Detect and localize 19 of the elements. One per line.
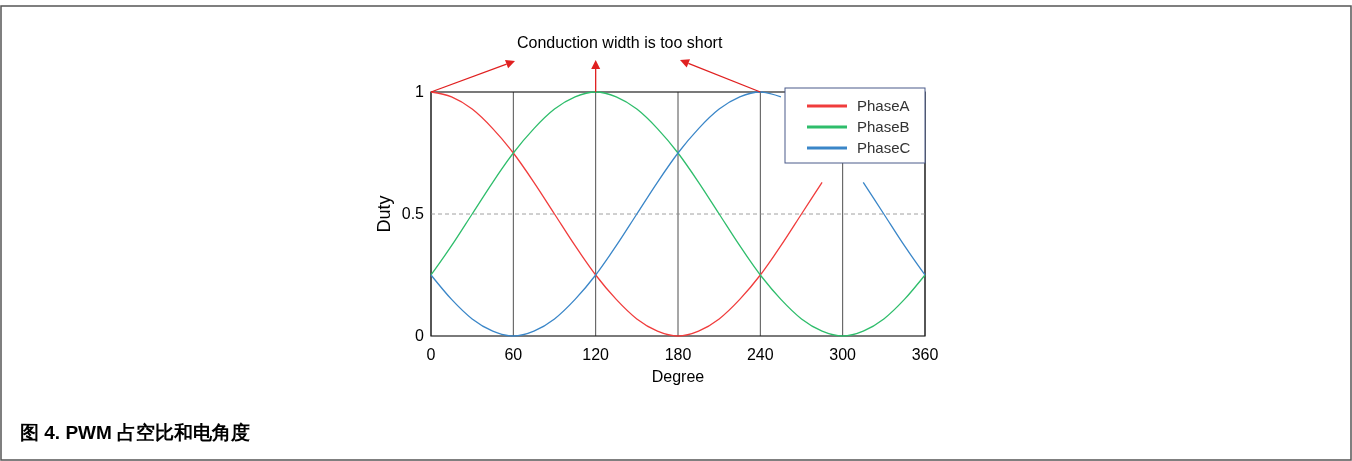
line-series [430, 91, 823, 337]
y-tick-label: 0.5 [401, 205, 425, 222]
x-tick-label: 240 [746, 346, 774, 363]
x-tick-label: 300 [829, 346, 857, 363]
x-axis-title: Degree [651, 368, 705, 385]
y-tick-label: 0 [415, 327, 425, 344]
x-tick-label: 120 [582, 346, 610, 363]
x-tick-label: 180 [664, 346, 692, 363]
legend-label: PhaseB [857, 118, 910, 135]
x-tick-label: 0 [426, 346, 436, 363]
legend-label: PhaseA [857, 97, 910, 114]
line-series [430, 91, 926, 337]
annotation: Conduction width is too short [516, 34, 723, 51]
x-tick-label: 360 [911, 346, 939, 363]
caption: 图 4. PWM 占空比和电角度 [20, 422, 251, 443]
y-axis-title: Duty [374, 195, 394, 233]
y-tick-label: 1 [415, 83, 425, 100]
x-tick-label: 60 [504, 346, 523, 363]
legend-label: PhaseC [857, 139, 911, 156]
